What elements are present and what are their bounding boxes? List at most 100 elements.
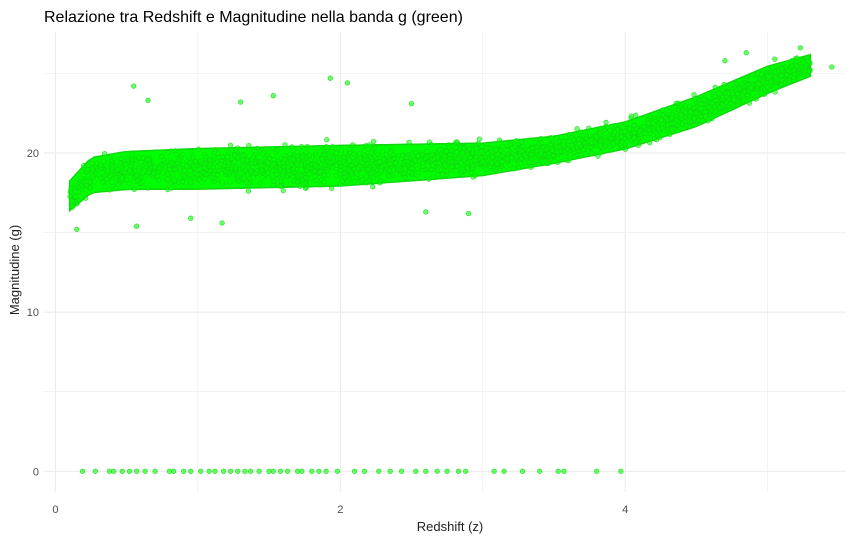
data-point — [577, 129, 583, 135]
data-point — [778, 73, 784, 79]
data-point — [603, 119, 609, 126]
data-point — [198, 468, 204, 474]
data-point — [719, 96, 725, 103]
data-point — [712, 93, 718, 99]
data-point — [265, 160, 271, 166]
data-point — [662, 115, 669, 121]
data-point — [507, 141, 513, 147]
data-point — [250, 174, 256, 180]
data-point — [560, 141, 567, 148]
data-point — [413, 468, 419, 474]
data-point — [386, 167, 392, 173]
data-point — [667, 131, 673, 138]
data-point — [321, 152, 328, 158]
data-point — [494, 161, 500, 167]
data-point — [741, 89, 748, 96]
data-point — [311, 168, 318, 174]
data-point — [339, 178, 345, 184]
data-point — [180, 179, 186, 185]
data-point — [762, 87, 768, 93]
data-point — [415, 153, 421, 159]
data-point — [254, 167, 260, 174]
data-point — [171, 177, 177, 183]
data-point — [318, 147, 324, 154]
data-point — [720, 103, 726, 109]
data-point — [561, 468, 567, 474]
data-point — [207, 157, 213, 163]
data-point — [740, 98, 746, 104]
data-point — [713, 97, 720, 104]
data-point — [511, 166, 517, 172]
data-point — [372, 153, 378, 159]
data-point — [423, 468, 429, 474]
data-point — [133, 223, 140, 229]
data-point — [218, 161, 224, 167]
data-point — [113, 174, 119, 180]
data-point — [444, 468, 450, 474]
data-point — [464, 165, 471, 171]
data-point — [227, 468, 234, 474]
data-point — [493, 147, 499, 153]
data-point — [473, 146, 480, 152]
data-point — [668, 127, 675, 133]
data-point — [761, 91, 767, 98]
data-point — [250, 164, 256, 170]
data-point — [327, 154, 333, 160]
data-point — [593, 134, 599, 140]
data-point — [646, 120, 652, 126]
data-point — [327, 160, 333, 166]
data-point — [523, 154, 529, 160]
data-point — [170, 172, 177, 178]
data-point — [235, 178, 242, 184]
data-point — [637, 127, 644, 134]
data-point — [576, 141, 582, 147]
y-tick-label: 0 — [33, 466, 39, 478]
data-point — [278, 178, 285, 185]
data-point — [129, 151, 136, 157]
data-point — [351, 179, 357, 185]
data-point — [400, 152, 406, 159]
data-point — [791, 74, 797, 81]
data-point — [69, 198, 75, 204]
data-point — [271, 178, 277, 184]
data-point — [76, 197, 83, 203]
data-point — [716, 90, 722, 97]
data-point — [641, 124, 647, 130]
data-point — [372, 145, 378, 151]
data-point — [772, 89, 778, 95]
data-point — [443, 148, 449, 154]
data-point — [141, 168, 148, 174]
data-point — [180, 151, 186, 158]
data-point — [565, 157, 572, 164]
data-point — [329, 164, 336, 170]
data-point — [499, 158, 505, 165]
data-point — [297, 172, 304, 178]
data-point — [554, 150, 561, 156]
data-point — [145, 157, 151, 163]
data-point — [484, 145, 490, 151]
data-point — [203, 171, 209, 177]
data-point — [121, 170, 128, 176]
data-point — [115, 182, 121, 188]
y-tick-label: 20 — [27, 148, 39, 160]
data-point — [425, 148, 431, 154]
data-point — [364, 157, 370, 163]
data-point — [117, 160, 123, 167]
data-point — [277, 161, 283, 167]
data-point — [614, 138, 620, 145]
data-point — [67, 193, 73, 200]
data-point — [109, 184, 115, 190]
data-point — [705, 118, 711, 124]
data-point — [576, 136, 582, 142]
data-point — [304, 143, 310, 150]
data-point — [347, 146, 353, 152]
data-point — [537, 468, 543, 474]
data-point — [207, 167, 214, 174]
data-point — [788, 58, 795, 65]
data-point — [463, 468, 469, 474]
data-point — [182, 167, 188, 173]
data-point — [319, 156, 325, 162]
data-point — [701, 96, 707, 102]
data-point — [756, 81, 762, 87]
data-point — [688, 109, 694, 115]
